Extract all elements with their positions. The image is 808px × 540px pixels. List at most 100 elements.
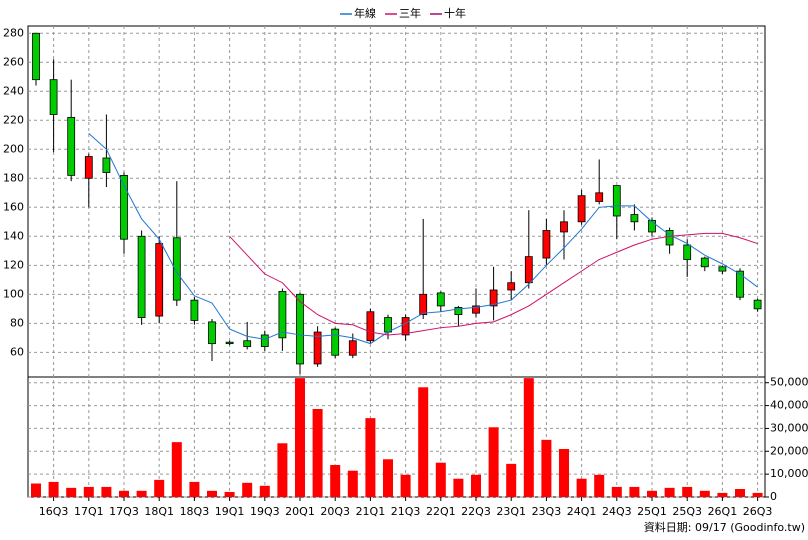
footnote: 資料日期: 09/17 (Goodinfo.tw) bbox=[644, 520, 805, 534]
x-tick-label: 22Q1 bbox=[426, 505, 456, 518]
candle-body bbox=[296, 293, 304, 365]
candle-body bbox=[67, 116, 76, 176]
candle-body bbox=[172, 237, 181, 301]
volume-bar bbox=[664, 487, 675, 497]
ma-line bbox=[88, 132, 758, 345]
y-tick-label: 280 bbox=[3, 26, 24, 39]
legend-label: 十年 bbox=[444, 6, 466, 20]
candle-body bbox=[665, 230, 674, 246]
candle-body bbox=[155, 243, 164, 317]
x-tick-label: 21Q3 bbox=[391, 505, 421, 518]
volume-bar bbox=[418, 387, 429, 497]
volume-bar bbox=[83, 486, 94, 497]
candle-body bbox=[348, 340, 357, 356]
volume-bar bbox=[259, 485, 270, 497]
volume-bar bbox=[752, 492, 763, 497]
volume-bar bbox=[48, 481, 59, 497]
y-tick-label: 180 bbox=[3, 171, 24, 184]
candle-body bbox=[49, 79, 58, 115]
volume-bar bbox=[435, 462, 446, 497]
candle-body bbox=[630, 214, 639, 223]
x-tick-label: 16Q3 bbox=[39, 505, 69, 518]
candle-body bbox=[120, 174, 128, 240]
candle-body bbox=[753, 299, 762, 310]
candle-body bbox=[137, 235, 146, 318]
volume-bar bbox=[119, 490, 129, 497]
x-tick-label: 22Q3 bbox=[461, 505, 491, 518]
candle-body bbox=[436, 292, 445, 307]
legend-label: 三年 bbox=[399, 6, 421, 20]
volume-bar bbox=[242, 482, 253, 497]
candle-body bbox=[683, 244, 692, 260]
candle-body bbox=[736, 270, 744, 298]
candle-body bbox=[419, 293, 428, 316]
x-tick-label: 23Q1 bbox=[496, 505, 526, 518]
volume-bar bbox=[31, 483, 41, 497]
x-tick-label: 26Q3 bbox=[743, 505, 773, 518]
x-tick-label: 17Q1 bbox=[74, 505, 104, 518]
candle-body bbox=[700, 257, 709, 268]
candle-body bbox=[507, 282, 516, 291]
volume-bar bbox=[735, 489, 745, 497]
candle-body bbox=[612, 185, 621, 217]
candle-body bbox=[577, 195, 586, 223]
volume-bar bbox=[682, 486, 693, 497]
y-tick-label: 220 bbox=[3, 113, 24, 126]
volume-bar bbox=[347, 470, 358, 497]
candle-body bbox=[560, 221, 568, 233]
volume-bar bbox=[383, 459, 393, 497]
volume-bar bbox=[189, 481, 200, 497]
candle-body bbox=[84, 156, 93, 179]
y-tick-label: 200 bbox=[3, 142, 24, 155]
candle-body bbox=[102, 157, 111, 173]
candle-body bbox=[225, 341, 234, 345]
x-tick-label: 17Q3 bbox=[109, 505, 139, 518]
volume-bar bbox=[154, 479, 165, 497]
candle-body bbox=[243, 340, 252, 347]
volume-bar bbox=[295, 378, 305, 497]
volume-bar bbox=[647, 490, 657, 497]
y-tick-label: 260 bbox=[3, 55, 24, 68]
volume-bar bbox=[523, 378, 534, 497]
y2-tick-label: 10,000 bbox=[770, 467, 808, 480]
y2-tick-label: 20,000 bbox=[770, 444, 808, 457]
y2-tick-label: 30,000 bbox=[770, 421, 808, 434]
volume-bar bbox=[365, 418, 376, 497]
volume-bar bbox=[400, 474, 411, 497]
candle-body bbox=[260, 334, 269, 347]
candle-body bbox=[489, 289, 498, 307]
volume-bar bbox=[207, 490, 217, 497]
y-tick-label: 60 bbox=[10, 345, 24, 358]
y-tick-label: 80 bbox=[10, 316, 24, 329]
volume-bar bbox=[136, 490, 147, 497]
y2-tick-label: 50,000 bbox=[770, 376, 808, 389]
candle-body bbox=[648, 219, 656, 233]
volume-bar bbox=[629, 486, 640, 497]
x-tick-label: 19Q3 bbox=[250, 505, 280, 518]
x-tick-label: 19Q1 bbox=[215, 505, 245, 518]
candle-body bbox=[32, 32, 40, 81]
volume-bar bbox=[699, 490, 710, 497]
y-tick-label: 240 bbox=[3, 84, 24, 97]
volume-bar bbox=[594, 474, 605, 497]
ma-line bbox=[229, 232, 758, 336]
volume-bar bbox=[611, 486, 622, 497]
y-tick-label: 140 bbox=[3, 229, 24, 242]
y2-tick-label: 0 bbox=[770, 490, 777, 503]
y-tick-label: 120 bbox=[3, 258, 24, 271]
plot-frame bbox=[27, 25, 766, 498]
x-tick-label: 26Q1 bbox=[708, 505, 738, 518]
volume-bar bbox=[171, 442, 182, 497]
candle-body bbox=[366, 311, 375, 342]
candle-body bbox=[208, 321, 216, 345]
x-tick-label: 21Q1 bbox=[356, 505, 386, 518]
candle-body bbox=[524, 256, 533, 284]
volume-bar bbox=[559, 449, 569, 497]
y2-tick-label: 40,000 bbox=[770, 399, 808, 412]
volume-bar bbox=[488, 427, 499, 497]
candle-body bbox=[472, 305, 480, 314]
candle-body bbox=[595, 192, 604, 202]
x-tick-label: 24Q3 bbox=[602, 505, 632, 518]
candle-body bbox=[401, 317, 410, 336]
